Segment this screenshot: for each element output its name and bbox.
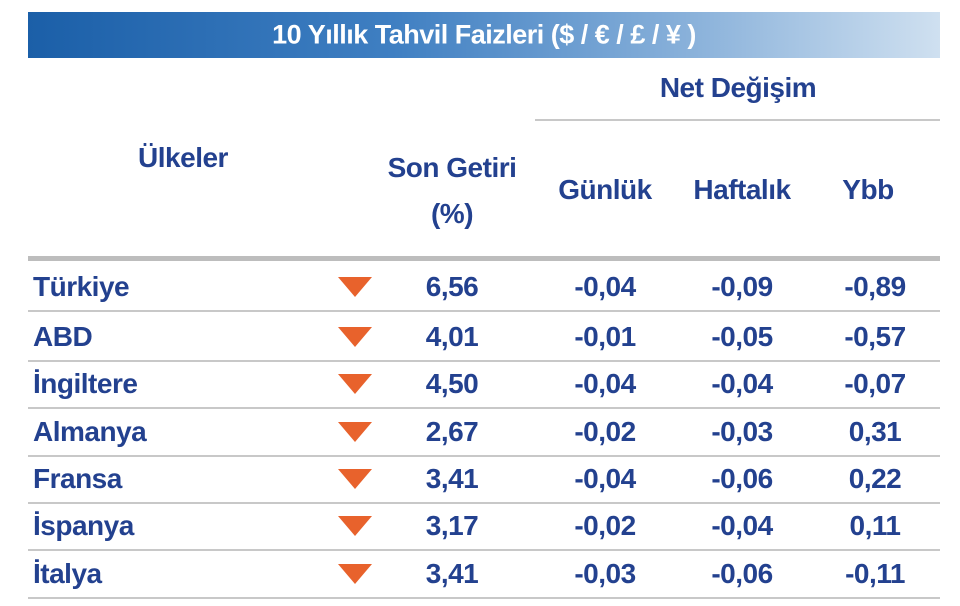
country: İtalya — [33, 558, 102, 589]
cell: -0,01 — [574, 321, 636, 352]
cell: -0,57 — [844, 321, 906, 352]
cell: -0,04 — [574, 271, 636, 302]
country: Almanya — [33, 416, 147, 447]
cell: -0,04 — [711, 368, 773, 399]
cell: 0,11 — [849, 510, 901, 541]
country: Fransa — [33, 463, 122, 494]
cell: 6,56 — [425, 271, 479, 302]
cell: 2,67 — [425, 416, 479, 447]
country: Türkiye — [33, 271, 130, 302]
row-rule — [28, 455, 940, 457]
cell: -0,11 — [845, 558, 905, 589]
cell: 0,22 — [848, 463, 902, 494]
rule — [535, 119, 940, 121]
down-arrow — [338, 327, 372, 347]
cell: -0,02 — [574, 510, 636, 541]
cell: -0,06 — [711, 463, 773, 494]
cell: -0,89 — [844, 271, 906, 302]
title: 10 Yıllık Tahvil Faizleri ($ / € / £ / ¥… — [272, 19, 696, 50]
row-rule — [28, 407, 940, 409]
down-arrow — [338, 374, 372, 394]
header: (%) — [430, 198, 474, 229]
cell: -0,02 — [574, 416, 636, 447]
cell: 4,50 — [425, 368, 479, 399]
header: Haftalık — [693, 174, 791, 205]
cell: 3,41 — [425, 463, 479, 494]
header: Ybb — [842, 174, 894, 205]
cell: -0,04 — [574, 368, 636, 399]
cell: 3,41 — [425, 558, 479, 589]
row-rule — [28, 360, 940, 362]
down-arrow — [338, 516, 372, 536]
rule — [28, 256, 940, 261]
cell: -0,03 — [711, 416, 773, 447]
title-bar — [28, 12, 940, 58]
cell: 4,01 — [425, 321, 479, 352]
cell: 3,17 — [425, 510, 479, 541]
row-rule — [28, 549, 940, 551]
cell: -0,09 — [711, 271, 773, 302]
cell: 0,31 — [848, 416, 902, 447]
country: İngiltere — [33, 368, 138, 399]
country: İspanya — [33, 510, 134, 541]
header: Net Değişim — [659, 72, 817, 103]
down-arrow — [338, 422, 372, 442]
cell: -0,05 — [711, 321, 773, 352]
cell: -0,07 — [844, 368, 906, 399]
row-rule — [28, 310, 940, 312]
row-rule — [28, 597, 940, 599]
cell: -0,04 — [574, 463, 636, 494]
row-rule — [28, 502, 940, 504]
cell: -0,03 — [574, 558, 636, 589]
cell: -0,04 — [711, 510, 773, 541]
header: Ülkeler — [138, 142, 228, 173]
down-arrow — [338, 469, 372, 489]
header: Son Getiri — [387, 152, 517, 183]
down-arrow — [338, 564, 372, 584]
cell: -0,06 — [711, 558, 773, 589]
header: Günlük — [558, 174, 652, 205]
country: ABD — [33, 321, 93, 352]
down-arrow — [338, 277, 372, 297]
